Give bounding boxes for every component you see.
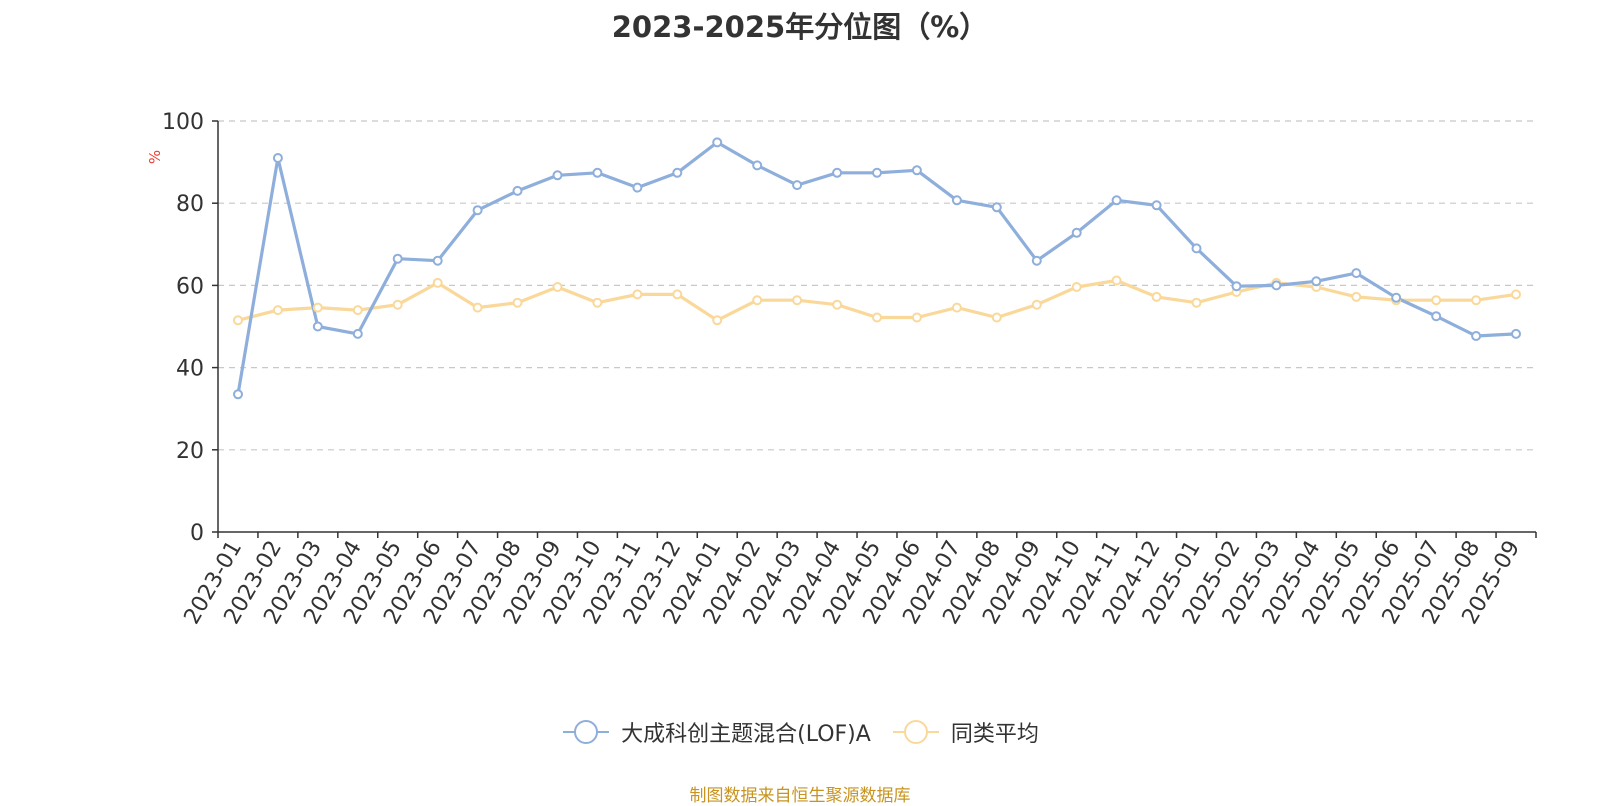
data-point-series-0 <box>1031 255 1042 266</box>
data-point-series-1 <box>1031 299 1042 310</box>
data-point-series-0 <box>832 167 843 178</box>
data-point-series-1 <box>552 282 563 292</box>
y-tick-label: 20 <box>176 439 204 464</box>
y-tick-label: 60 <box>176 274 204 299</box>
data-point-series-1 <box>832 299 843 310</box>
y-tick-label: 100 <box>162 110 204 135</box>
data-point-series-0 <box>1311 276 1322 287</box>
axes: 0204060801002023-012023-022023-032023-04… <box>162 110 1537 629</box>
y-tick-label: 40 <box>176 357 204 382</box>
data-point-series-0 <box>1351 268 1362 279</box>
legend-symbol-circle <box>574 720 599 744</box>
data-point-series-1 <box>712 315 723 326</box>
data-point-series-1 <box>752 295 763 306</box>
data-point-series-0 <box>752 160 763 171</box>
data-point-series-0 <box>1111 195 1122 206</box>
data-point-series-1 <box>592 297 603 308</box>
data-point-series-1 <box>432 277 443 288</box>
data-point-series-0 <box>272 153 283 163</box>
series-line-0 <box>236 140 1518 396</box>
data-point-series-0 <box>1191 243 1202 254</box>
legend-item-0[interactable]: 大成科创主题混合(LOF)A <box>561 716 871 748</box>
data-point-series-0 <box>1151 200 1162 211</box>
data-point-series-1 <box>1471 295 1482 306</box>
data-point-series-0 <box>911 165 922 176</box>
data-point-series-1 <box>392 299 403 310</box>
data-point-series-0 <box>1471 331 1482 341</box>
data-source-note: 制图数据来自恒生聚源数据库 <box>689 786 911 806</box>
data-point-series-1 <box>272 305 283 316</box>
data-point-series-1 <box>472 302 483 313</box>
data-point-series-1 <box>1431 295 1442 306</box>
data-point-series-0 <box>1231 281 1242 292</box>
data-point-series-1 <box>951 302 962 313</box>
data-point-series-0 <box>951 195 962 206</box>
data-point-series-0 <box>512 185 523 196</box>
data-point-series-1 <box>1191 297 1202 308</box>
data-point-series-0 <box>1511 328 1521 339</box>
data-point-series-1 <box>672 289 683 300</box>
y-axis-label: % <box>146 150 164 164</box>
data-point-series-0 <box>712 137 723 148</box>
data-point-series-0 <box>233 389 243 400</box>
data-point-series-1 <box>1511 289 1521 300</box>
data-point-series-1 <box>1151 291 1162 302</box>
data-point-series-0 <box>352 328 363 339</box>
series-lines <box>236 140 1518 396</box>
legend-symbol-icon <box>892 720 939 744</box>
data-point-series-0 <box>552 170 563 181</box>
legend-label: 大成科创主题混合(LOF)A <box>621 722 871 747</box>
legend-symbol-icon <box>563 720 610 744</box>
data-point-series-1 <box>233 315 243 326</box>
y-tick-label: 0 <box>190 521 204 546</box>
data-point-series-1 <box>512 297 523 308</box>
data-point-series-1 <box>872 312 882 323</box>
data-point-series-0 <box>312 321 323 332</box>
legend-symbol-circle <box>903 720 928 744</box>
data-point-series-0 <box>472 205 483 216</box>
chart-title: 2023-2025年分位图（%） <box>611 10 989 44</box>
data-point-series-1 <box>632 289 643 300</box>
data-point-series-0 <box>672 167 683 178</box>
data-point-series-0 <box>792 180 803 191</box>
data-point-series-1 <box>1071 282 1082 292</box>
data-point-series-0 <box>872 167 882 178</box>
data-point-series-1 <box>911 312 922 323</box>
data-point-series-1 <box>352 305 363 316</box>
data-point-series-0 <box>1071 227 1082 238</box>
data-point-series-0 <box>592 167 603 178</box>
data-point-series-0 <box>632 182 643 193</box>
data-point-series-0 <box>1271 280 1282 291</box>
data-point-series-1 <box>991 312 1002 323</box>
data-point-series-0 <box>432 255 443 266</box>
data-point-series-1 <box>1351 291 1362 302</box>
series-markers <box>233 137 1521 400</box>
data-point-series-1 <box>312 302 323 313</box>
y-tick-label: 80 <box>176 192 204 217</box>
data-point-series-0 <box>1391 292 1402 303</box>
data-point-series-0 <box>392 253 403 264</box>
data-point-series-0 <box>991 202 1002 213</box>
legend-label: 同类平均 <box>950 722 1039 747</box>
legend-item-1[interactable]: 同类平均 <box>891 716 1039 748</box>
data-point-series-0 <box>1431 311 1442 322</box>
data-point-series-1 <box>1111 275 1122 286</box>
data-point-series-1 <box>792 295 803 306</box>
legend: 大成科创主题混合(LOF)A 同类平均 <box>0 716 1600 748</box>
